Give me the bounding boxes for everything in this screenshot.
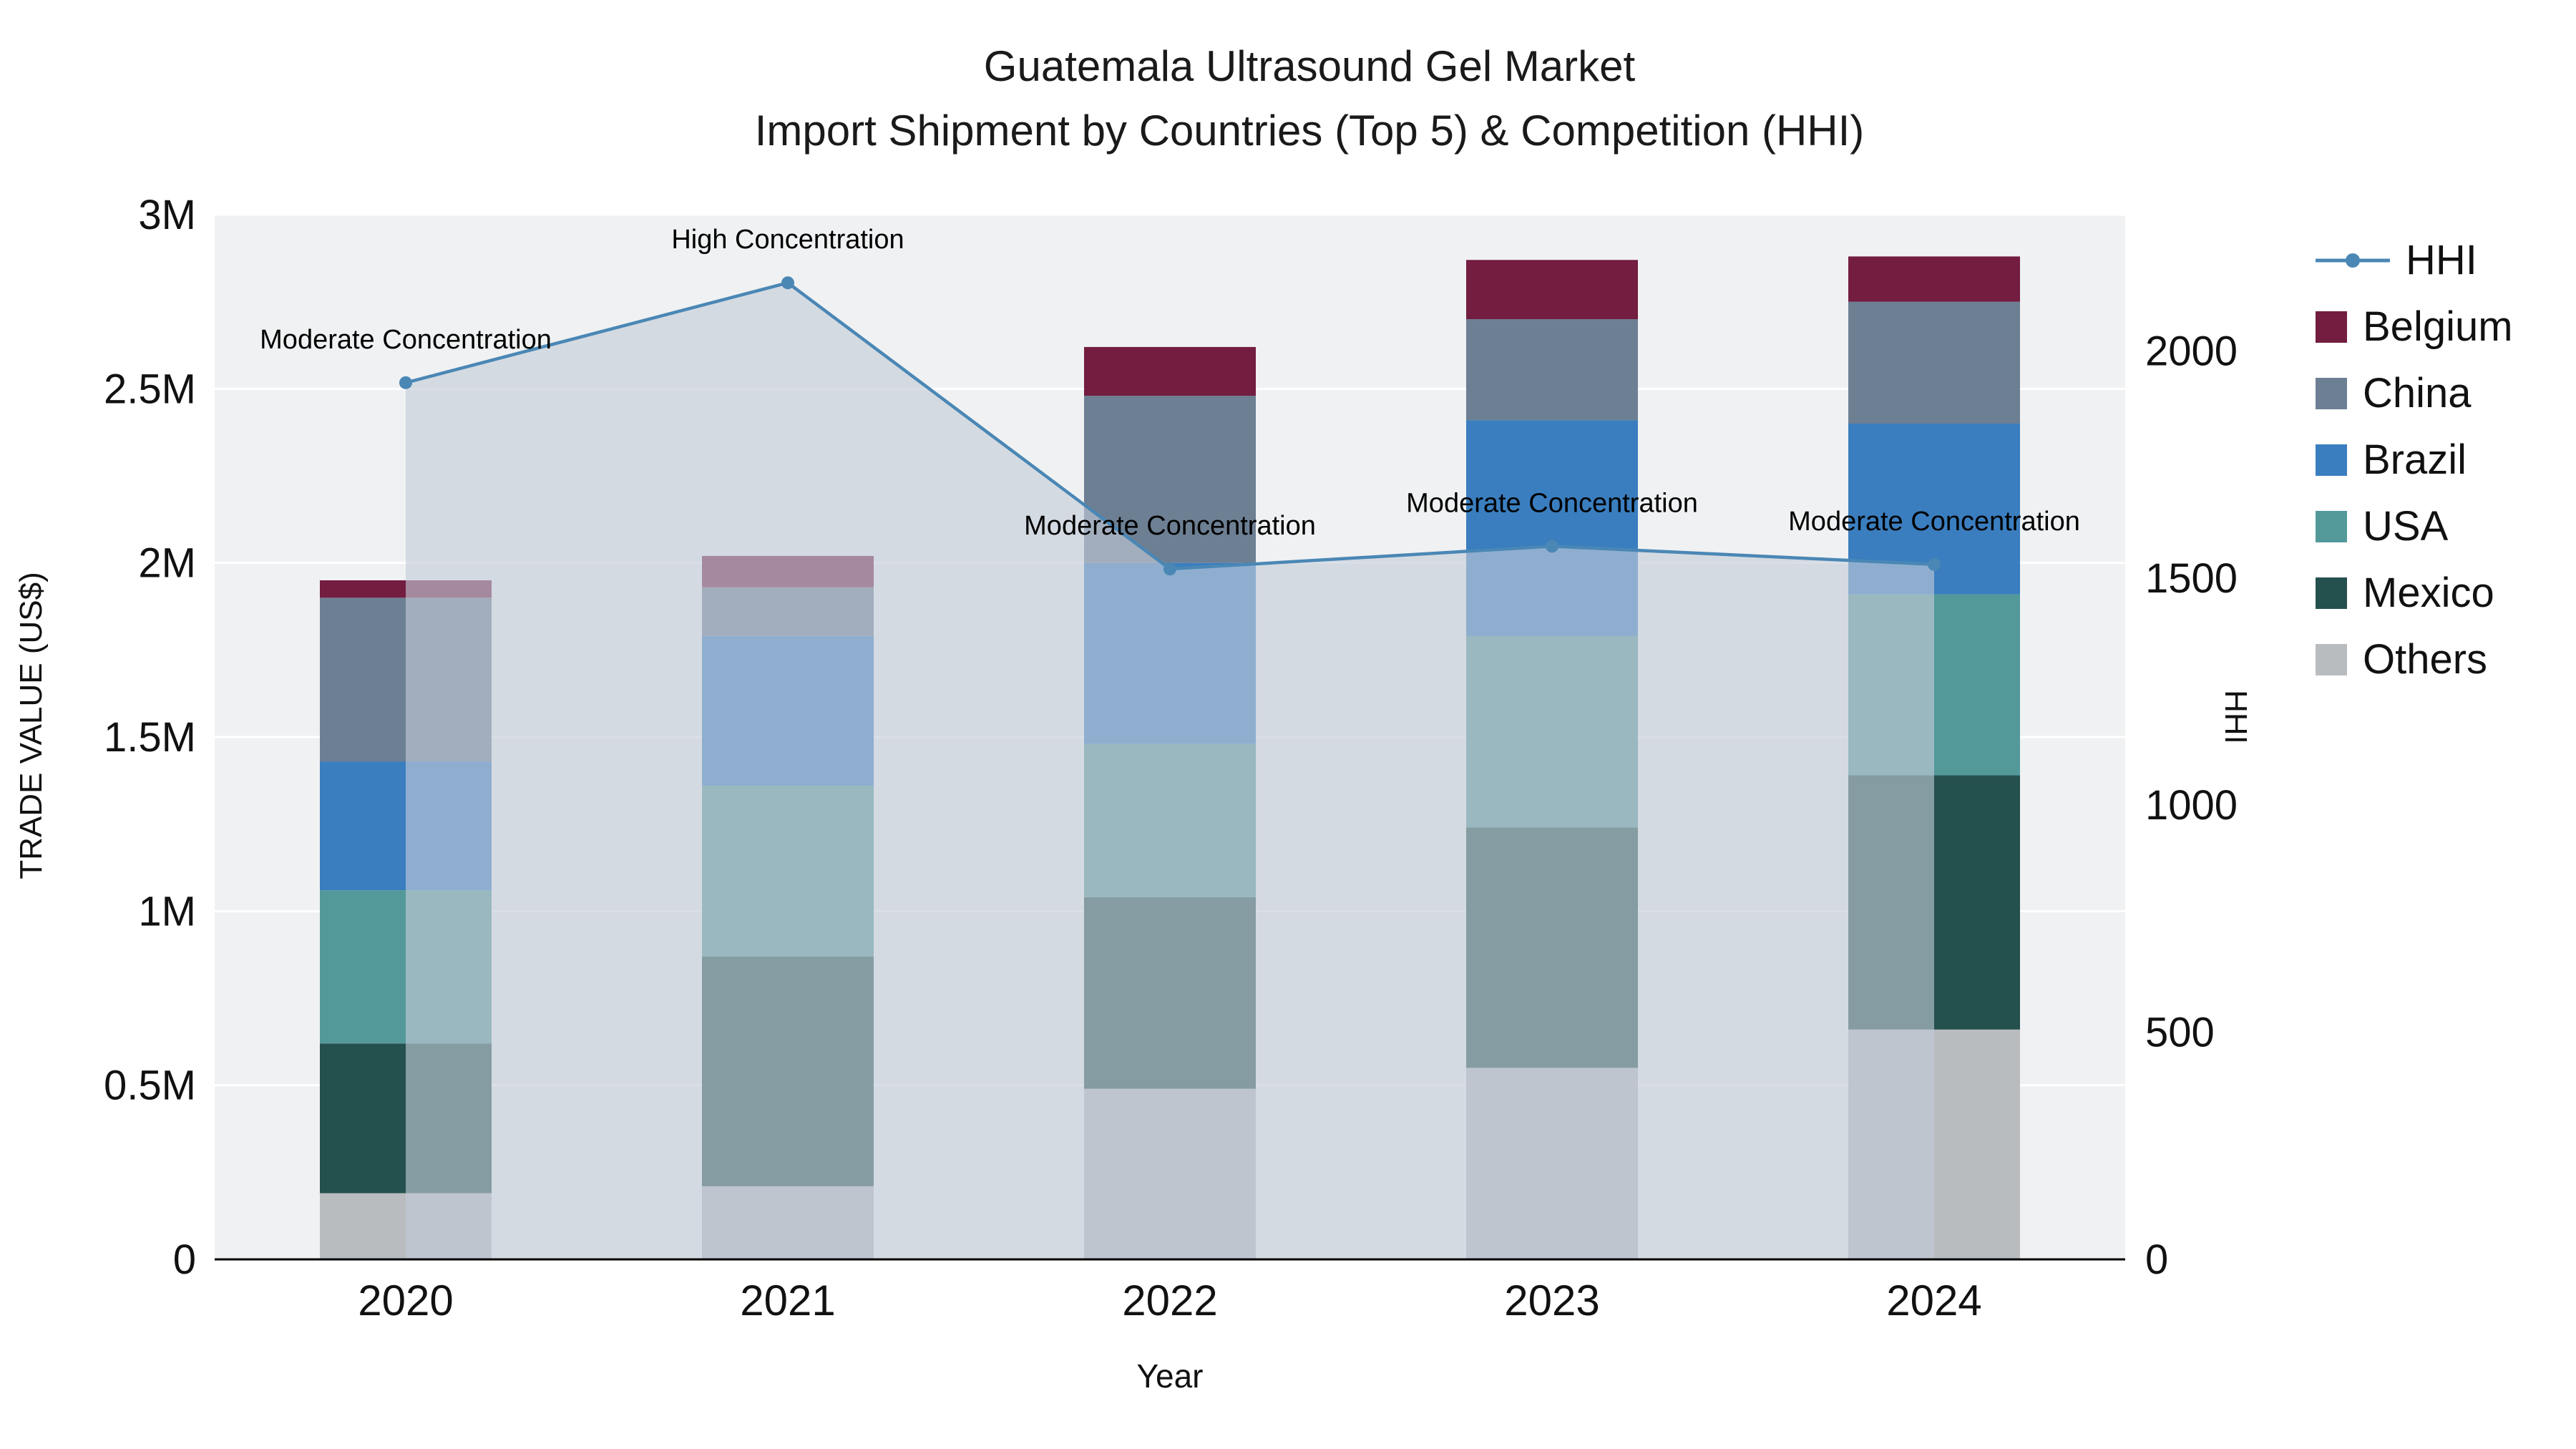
legend-item-others[interactable]: Others	[2316, 635, 2513, 683]
legend-label: USA	[2363, 503, 2449, 550]
legend-swatch-china	[2316, 377, 2347, 409]
legend-label: Belgium	[2363, 303, 2513, 350]
bar-segment-belgium-2023	[1466, 260, 1638, 319]
legend-label: Mexico	[2363, 570, 2494, 616]
y-left-tick-label: 1.5M	[104, 714, 196, 761]
legend-label: Brazil	[2363, 436, 2467, 483]
chart-title: Guatemala Ultrasound Gel Market Import S…	[755, 34, 1865, 163]
y-right-tick-label: 0	[2145, 1236, 2168, 1283]
legend-hhi-line-icon	[2316, 253, 2390, 268]
y-right-tick-label: 500	[2145, 1010, 2215, 1056]
legend-swatch-others	[2316, 643, 2347, 675]
legend-swatch-belgium	[2316, 311, 2347, 343]
annotation-2024: Moderate Concentration	[1788, 507, 2080, 537]
y-right-tick-label: 1000	[2145, 782, 2238, 829]
x-tick-label-2023: 2023	[1504, 1277, 1599, 1324]
hhi-area-fill	[406, 283, 1934, 1259]
x-tick-label-2020: 2020	[358, 1277, 453, 1324]
y-right-tick-label: 2000	[2145, 328, 2238, 374]
x-axis-title: Year	[1136, 1357, 1204, 1395]
hhi-marker-2024	[1928, 557, 1941, 571]
annotation-2022: Moderate Concentration	[1024, 511, 1316, 541]
bar-segment-belgium-2022	[1084, 346, 1256, 396]
bar-segment-belgium-2024	[1848, 256, 2020, 302]
bar-segment-china-2023	[1466, 319, 1638, 421]
x-tick-label-2021: 2021	[740, 1277, 835, 1324]
y-axis-title-right: HHI	[2218, 690, 2253, 744]
x-tick-label-2022: 2022	[1122, 1277, 1217, 1324]
legend-item-china[interactable]: China	[2316, 369, 2513, 417]
legend: HHI Belgium China Brazil USA Mexico Others	[2316, 236, 2513, 683]
legend-item-belgium[interactable]: Belgium	[2316, 303, 2513, 351]
legend-swatch-usa	[2316, 510, 2347, 542]
legend-item-brazil[interactable]: Brazil	[2316, 436, 2513, 484]
bar-segment-china-2024	[1848, 301, 2020, 424]
y-left-tick-label: 0.5M	[104, 1063, 196, 1109]
y-axis-title-left: TRADE VALUE (US$)	[14, 572, 49, 879]
legend-label: China	[2363, 370, 2472, 416]
legend-item-usa[interactable]: USA	[2316, 502, 2513, 550]
y-left-tick-label: 1M	[138, 888, 196, 935]
legend-item-hhi[interactable]: HHI	[2316, 236, 2513, 284]
legend-swatch-brazil	[2316, 444, 2347, 476]
y-left-tick-label: 3M	[138, 192, 196, 238]
hhi-marker-2023	[1546, 540, 1558, 553]
y-left-tick-label: 2M	[138, 540, 196, 587]
y-left-tick-label: 2.5M	[104, 366, 196, 412]
x-tick-label-2024: 2024	[1886, 1277, 1981, 1324]
hhi-marker-2020	[399, 376, 412, 389]
legend-item-mexico[interactable]: Mexico	[2316, 569, 2513, 617]
chart-title-line1: Guatemala Ultrasound Gel Market	[983, 42, 1636, 90]
chart-title-line2: Import Shipment by Countries (Top 5) & C…	[754, 107, 1865, 155]
legend-label: HHI	[2406, 237, 2477, 283]
hhi-marker-2021	[781, 276, 794, 290]
annotation-2020: Moderate Concentration	[260, 325, 552, 355]
y-right-tick-label: 1500	[2145, 555, 2238, 602]
annotation-2021: High Concentration	[671, 225, 904, 255]
y-left-tick-label: 0	[173, 1236, 196, 1283]
hhi-marker-2022	[1163, 562, 1176, 576]
legend-label: Others	[2363, 636, 2488, 683]
legend-swatch-mexico	[2316, 577, 2347, 609]
annotation-2023: Moderate Concentration	[1406, 488, 1698, 518]
